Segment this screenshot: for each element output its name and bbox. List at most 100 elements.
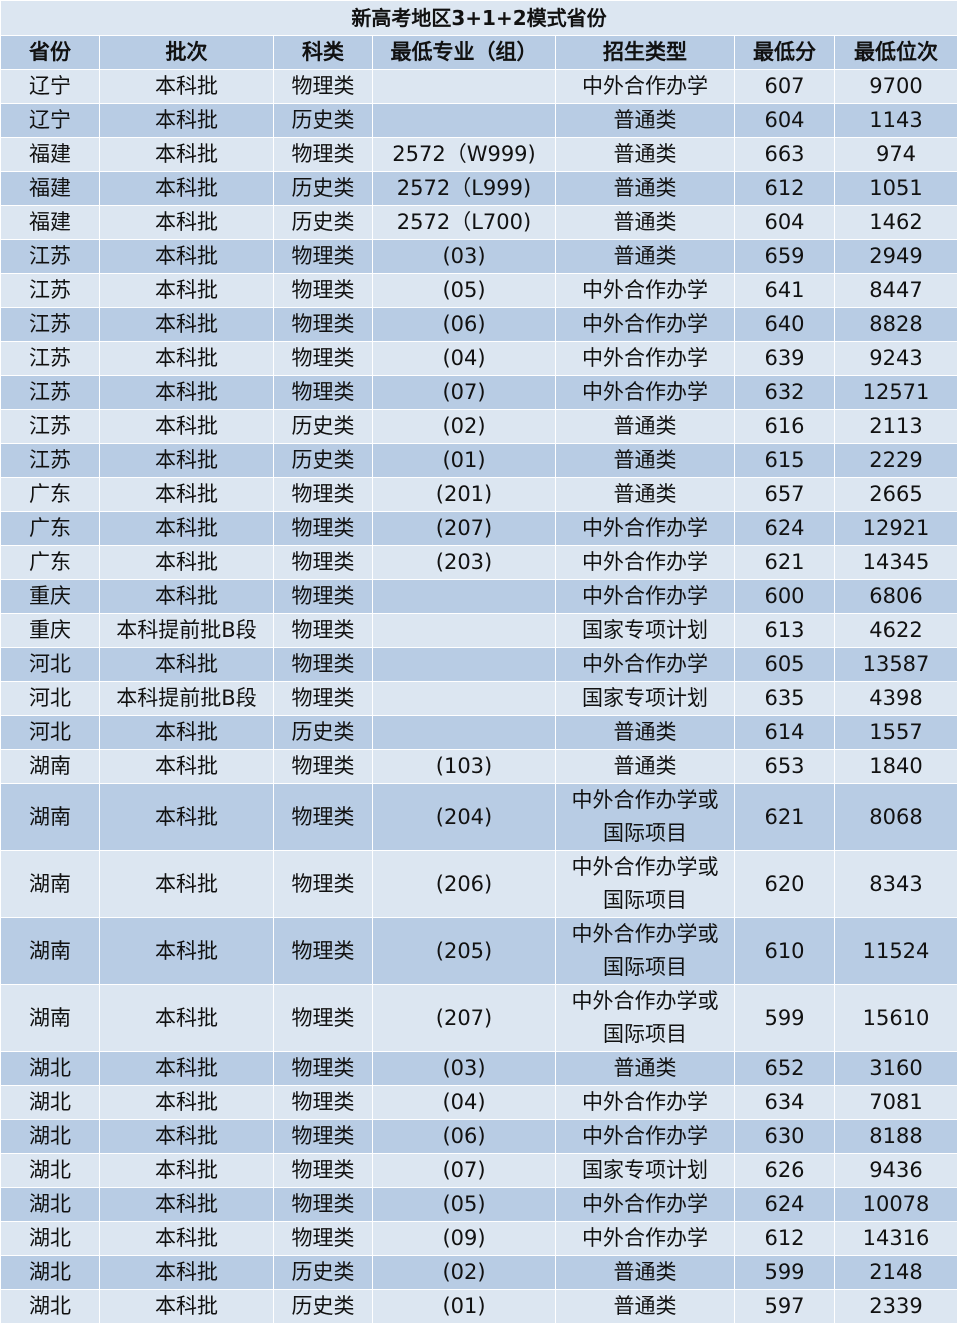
cell-enrollment-type: 普通类	[556, 240, 735, 274]
cell-batch: 本科批	[100, 1052, 274, 1086]
cell-province: 江苏	[1, 308, 100, 342]
cell-province: 江苏	[1, 410, 100, 444]
cell-min-rank: 1557	[835, 716, 957, 750]
cell-batch: 本科批	[100, 138, 274, 172]
cell-subject: 物理类	[274, 580, 373, 614]
cell-province: 湖北	[1, 1188, 100, 1222]
cell-subject: 历史类	[274, 1290, 373, 1324]
cell-batch: 本科批	[100, 274, 274, 308]
cell-province: 湖北	[1, 1052, 100, 1086]
cell-major-group: (01)	[373, 1290, 556, 1324]
cell-major-group: (04)	[373, 342, 556, 376]
cell-min-score: 613	[735, 614, 835, 648]
cell-subject: 物理类	[274, 851, 373, 918]
cell-min-score: 621	[735, 784, 835, 851]
cell-major-group	[373, 70, 556, 104]
cell-subject: 物理类	[274, 1086, 373, 1120]
cell-min-rank: 6806	[835, 580, 957, 614]
cell-subject: 历史类	[274, 716, 373, 750]
cell-batch: 本科批	[100, 1222, 274, 1256]
cell-min-rank: 2665	[835, 478, 957, 512]
cell-min-score: 634	[735, 1086, 835, 1120]
cell-major-group: (05)	[373, 1188, 556, 1222]
cell-min-rank: 7081	[835, 1086, 957, 1120]
cell-province: 湖南	[1, 985, 100, 1052]
cell-major-group	[373, 648, 556, 682]
cell-min-score: 663	[735, 138, 835, 172]
cell-subject: 物理类	[274, 478, 373, 512]
cell-subject: 物理类	[274, 1188, 373, 1222]
cell-min-score: 640	[735, 308, 835, 342]
cell-batch: 本科批	[100, 308, 274, 342]
cell-min-rank: 9243	[835, 342, 957, 376]
cell-major-group: (207)	[373, 985, 556, 1052]
cell-province: 湖南	[1, 851, 100, 918]
cell-min-score: 620	[735, 851, 835, 918]
cell-province: 湖北	[1, 1222, 100, 1256]
cell-min-rank: 4622	[835, 614, 957, 648]
cell-min-score: 626	[735, 1154, 835, 1188]
cell-subject: 历史类	[274, 444, 373, 478]
cell-province: 广东	[1, 546, 100, 580]
cell-batch: 本科批	[100, 206, 274, 240]
cell-min-rank: 8068	[835, 784, 957, 851]
cell-min-rank: 15610	[835, 985, 957, 1052]
cell-enrollment-type: 中外合作办学	[556, 1086, 735, 1120]
cell-subject: 物理类	[274, 648, 373, 682]
cell-min-rank: 12921	[835, 512, 957, 546]
cell-subject: 物理类	[274, 614, 373, 648]
cell-major-group: 2572（W999)	[373, 138, 556, 172]
cell-subject: 物理类	[274, 682, 373, 716]
cell-major-group: (206)	[373, 851, 556, 918]
cell-enrollment-type: 普通类	[556, 716, 735, 750]
cell-subject: 历史类	[274, 172, 373, 206]
cell-province: 河北	[1, 682, 100, 716]
cell-major-group: (203)	[373, 546, 556, 580]
cell-subject: 物理类	[274, 985, 373, 1052]
header-subject: 科类	[274, 36, 373, 70]
cell-min-rank: 8828	[835, 308, 957, 342]
cell-enrollment-type: 中外合作办学	[556, 342, 735, 376]
cell-subject: 历史类	[274, 1256, 373, 1290]
cell-enrollment-type: 普通类	[556, 1256, 735, 1290]
cell-min-score: 652	[735, 1052, 835, 1086]
cell-subject: 物理类	[274, 918, 373, 985]
cell-major-group	[373, 716, 556, 750]
cell-major-group: (03)	[373, 1052, 556, 1086]
cell-subject: 物理类	[274, 138, 373, 172]
cell-min-score: 597	[735, 1290, 835, 1324]
cell-enrollment-type: 普通类	[556, 138, 735, 172]
cell-batch: 本科批	[100, 376, 274, 410]
cell-major-group: (205)	[373, 918, 556, 985]
cell-major-group: (07)	[373, 376, 556, 410]
cell-min-score: 616	[735, 410, 835, 444]
cell-batch: 本科批	[100, 342, 274, 376]
cell-subject: 物理类	[274, 1222, 373, 1256]
cell-major-group	[373, 580, 556, 614]
cell-major-group: (02)	[373, 410, 556, 444]
cell-min-rank: 10078	[835, 1188, 957, 1222]
cell-batch: 本科批	[100, 240, 274, 274]
cell-subject: 历史类	[274, 206, 373, 240]
cell-province: 辽宁	[1, 104, 100, 138]
cell-major-group	[373, 682, 556, 716]
cell-major-group: (207)	[373, 512, 556, 546]
cell-enrollment-type: 中外合作办学或国际项目	[556, 784, 735, 851]
cell-min-rank: 2229	[835, 444, 957, 478]
cell-min-rank: 14316	[835, 1222, 957, 1256]
cell-batch: 本科批	[100, 546, 274, 580]
cell-province: 湖南	[1, 918, 100, 985]
